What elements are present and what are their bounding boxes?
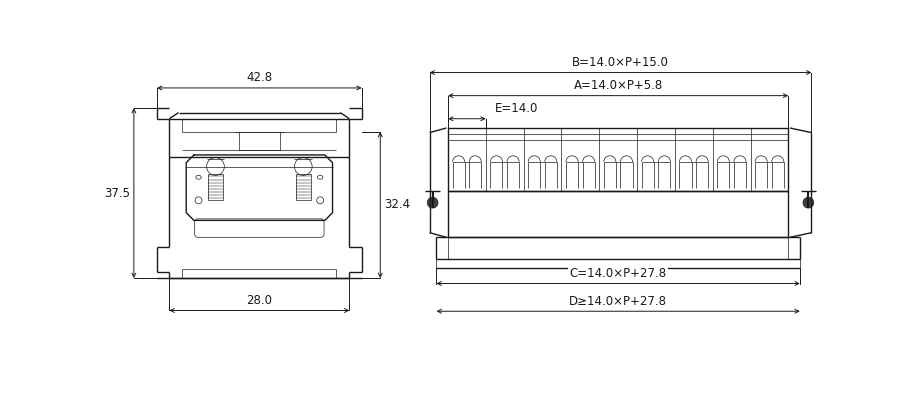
- Text: 42.8: 42.8: [247, 71, 272, 84]
- Circle shape: [803, 197, 813, 208]
- Text: 28.0: 28.0: [247, 294, 272, 307]
- Text: D≥14.0×P+27.8: D≥14.0×P+27.8: [569, 295, 668, 308]
- Text: A=14.0×P+5.8: A=14.0×P+5.8: [573, 79, 663, 92]
- Text: C=14.0×P+27.8: C=14.0×P+27.8: [569, 267, 667, 280]
- Text: 37.5: 37.5: [104, 187, 130, 199]
- Text: 32.4: 32.4: [384, 199, 410, 211]
- Text: B=14.0×P+15.0: B=14.0×P+15.0: [572, 56, 668, 69]
- Text: E=14.0: E=14.0: [494, 102, 537, 115]
- Circle shape: [427, 197, 438, 208]
